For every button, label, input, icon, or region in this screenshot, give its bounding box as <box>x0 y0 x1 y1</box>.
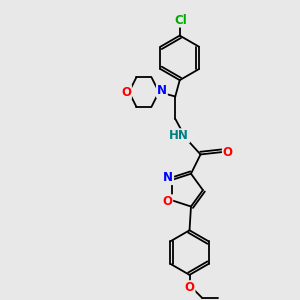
Text: Cl: Cl <box>174 14 187 27</box>
Text: O: O <box>223 146 233 159</box>
Text: O: O <box>162 195 172 208</box>
Text: O: O <box>121 85 131 98</box>
Text: HN: HN <box>169 129 189 142</box>
Text: N: N <box>163 171 173 184</box>
Text: O: O <box>184 281 194 294</box>
Text: N: N <box>157 84 167 97</box>
